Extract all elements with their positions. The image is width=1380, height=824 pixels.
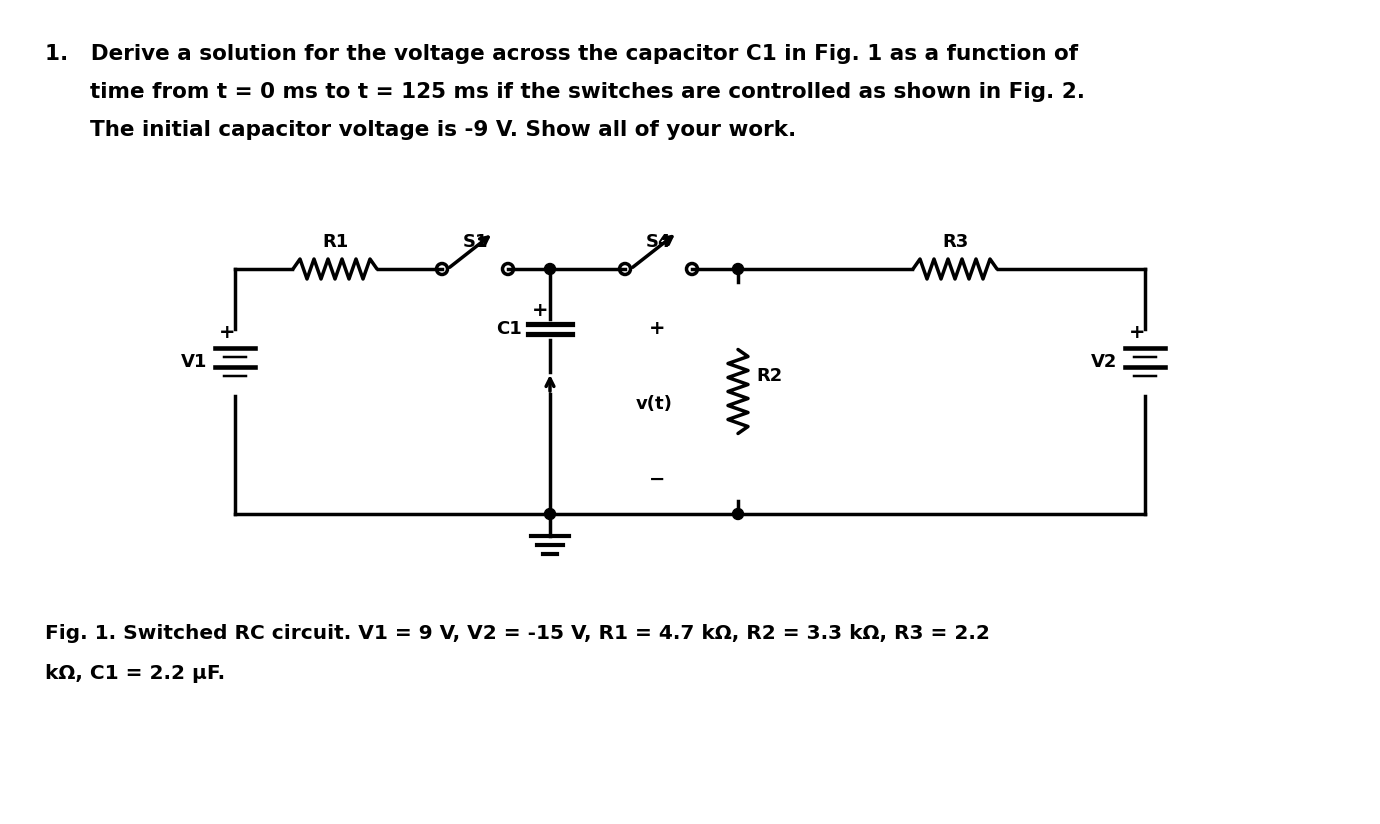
Text: C1: C1 <box>497 320 522 338</box>
Text: time from t = 0 ms to t = 125 ms if the switches are controlled as shown in Fig.: time from t = 0 ms to t = 125 ms if the … <box>46 82 1085 102</box>
Circle shape <box>545 508 556 519</box>
Text: kΩ, C1 = 2.2 μF.: kΩ, C1 = 2.2 μF. <box>46 664 225 683</box>
Text: +: + <box>1129 322 1145 341</box>
Text: +: + <box>531 302 548 321</box>
Text: +: + <box>219 322 235 341</box>
Text: S4: S4 <box>646 233 671 251</box>
Text: V1: V1 <box>181 353 207 371</box>
Text: Fig. 1. Switched RC circuit. V1 = 9 V, V2 = -15 V, R1 = 4.7 kΩ, R2 = 3.3 kΩ, R3 : Fig. 1. Switched RC circuit. V1 = 9 V, V… <box>46 624 989 643</box>
Text: R3: R3 <box>943 233 969 251</box>
Text: S1: S1 <box>462 233 487 251</box>
Circle shape <box>733 508 744 519</box>
Text: v(t): v(t) <box>636 395 672 413</box>
Text: V2: V2 <box>1090 353 1116 371</box>
Circle shape <box>733 264 744 274</box>
Text: R2: R2 <box>756 368 782 386</box>
Text: 1.   Derive a solution for the voltage across the capacitor C1 in Fig. 1 as a fu: 1. Derive a solution for the voltage acr… <box>46 44 1078 64</box>
Text: −: − <box>649 470 665 489</box>
Text: +: + <box>649 320 665 339</box>
Circle shape <box>545 264 556 274</box>
Text: R1: R1 <box>322 233 348 251</box>
Text: The initial capacitor voltage is -9 V. Show all of your work.: The initial capacitor voltage is -9 V. S… <box>46 120 796 140</box>
